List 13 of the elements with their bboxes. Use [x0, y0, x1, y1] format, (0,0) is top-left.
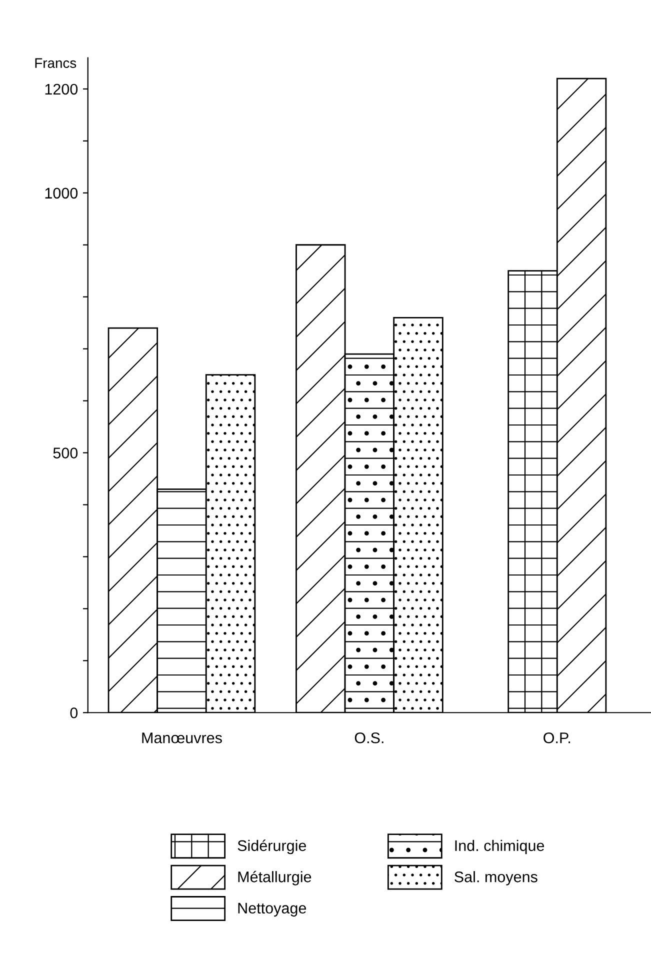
x-tick-label: O.S.	[354, 732, 384, 744]
y-tick-label: 0	[70, 707, 78, 718]
legend-label: Sidérurgie	[238, 840, 306, 854]
y-axis-title: Francs	[35, 58, 76, 68]
y-tick-label: 1200	[45, 84, 78, 95]
y-tick-label: 500	[53, 448, 78, 458]
y-tick-label: 1000	[45, 188, 78, 199]
x-tick-label: O.P.	[544, 732, 570, 744]
legend-label: Ind. chimique	[455, 840, 544, 854]
legend-label: Nettoyage	[238, 902, 306, 917]
legend-label: Métallurgie	[238, 870, 312, 886]
legend-label: Sal. moyens	[454, 871, 538, 886]
x-tick-label: Manœuvres	[142, 732, 222, 744]
